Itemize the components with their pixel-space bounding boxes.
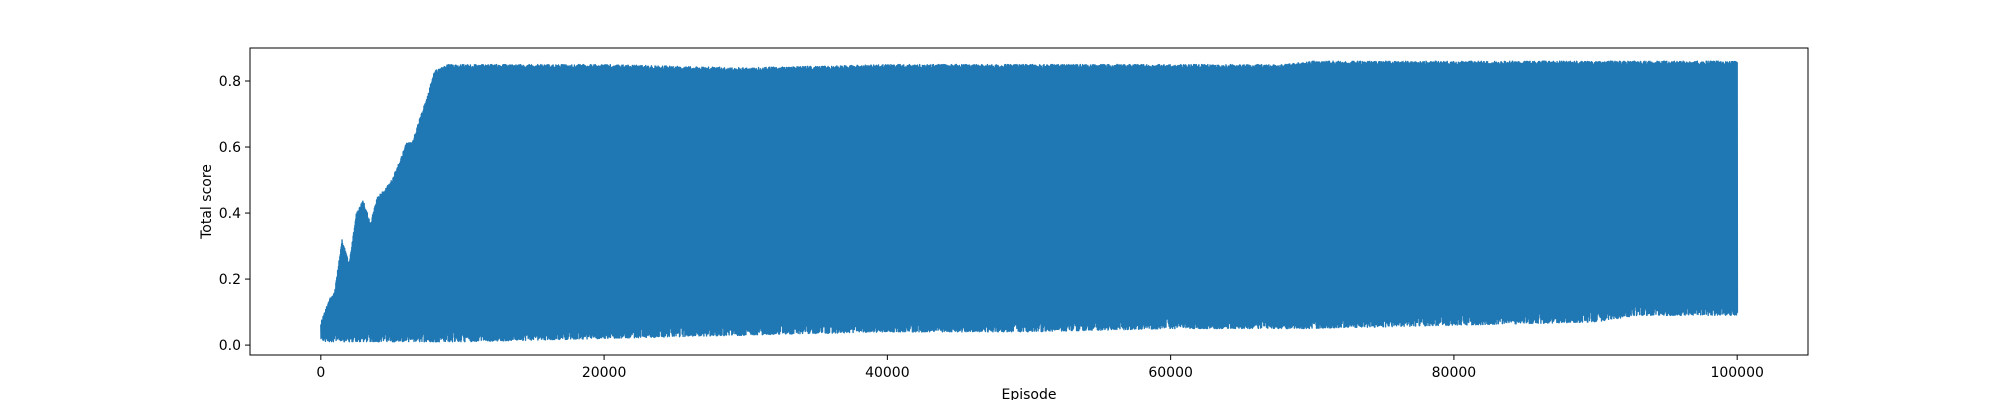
- x-tick-label: 80000: [1432, 365, 1477, 381]
- y-tick-label: 0.6: [219, 140, 241, 156]
- plot-frame: [249, 47, 1809, 356]
- y-axis: 0.0 0.2 0.4 0.6 0.8: [219, 74, 250, 354]
- y-axis-label: Total score: [199, 164, 215, 240]
- x-tick-label: 40000: [865, 365, 910, 381]
- y-tick-label: 0.0: [219, 338, 241, 354]
- y-tick-label: 0.2: [219, 272, 241, 288]
- series-layer: [320, 60, 1739, 343]
- x-axis: 0 20000 40000 60000 80000 100000: [316, 355, 1764, 381]
- x-tick-label: 100000: [1710, 365, 1763, 381]
- y-tick-label: 0.8: [219, 74, 241, 90]
- x-tick-label: 0: [316, 365, 325, 381]
- series-line-0: [320, 60, 1739, 343]
- x-tick-label: 20000: [582, 365, 627, 381]
- x-axis-label: Episode: [1002, 387, 1057, 400]
- y-tick-label: 0.4: [219, 206, 241, 222]
- x-tick-label: 60000: [1148, 365, 1193, 381]
